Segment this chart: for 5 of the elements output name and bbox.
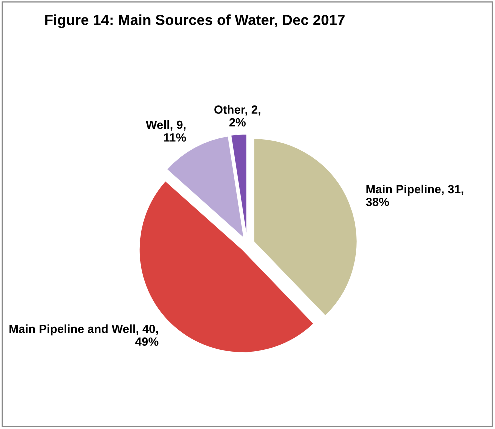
slice-label: Other, 2, 2% <box>214 105 261 127</box>
chart-title: Figure 14: Main Sources of Water, Dec 2017 <box>46 14 345 28</box>
slice-label: Well, 9, 11% <box>146 120 186 142</box>
slice-label: Main Pipeline, 31, 38% <box>366 184 464 206</box>
slice-label: Main Pipeline and Well, 40, 49% <box>10 324 159 346</box>
